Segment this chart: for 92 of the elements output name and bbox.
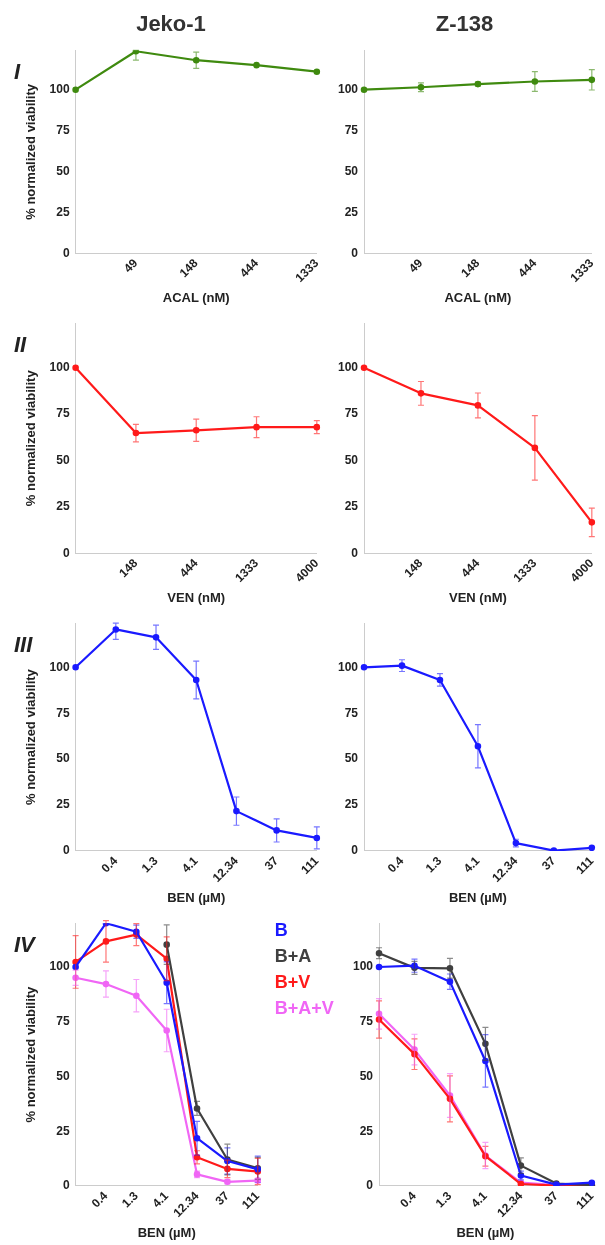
y-tick-label: 100	[49, 81, 70, 96]
x-tick-label: 148	[458, 255, 483, 281]
x-tick-label: 4.1	[460, 853, 483, 876]
y-tick-label: 75	[56, 406, 70, 421]
y-tick-label: 25	[344, 499, 359, 514]
y-tick-label: 25	[344, 797, 359, 812]
y-tick-label: 75	[344, 705, 359, 720]
x-tick-label: 148	[116, 555, 141, 581]
y-tick-label: 25	[56, 1123, 70, 1138]
y-tick-label: 50	[359, 1068, 374, 1083]
text: B	[274, 919, 288, 940]
x-tick-label: 37	[541, 1188, 562, 1208]
y-axis-title: % normalized viability	[23, 985, 39, 1123]
x-axis-title: ACAL (nM)	[444, 289, 512, 305]
y-tick-label: 0	[351, 843, 359, 858]
x-tick-label: 444	[515, 255, 540, 281]
y-tick-label: 100	[49, 659, 70, 674]
x-tick-label: 37	[261, 853, 282, 873]
x-tick-label: 111	[573, 1188, 597, 1212]
y-tick-label: 50	[56, 163, 70, 178]
x-tick-label: 1.3	[422, 853, 445, 876]
x-tick-label: 0.4	[384, 853, 407, 876]
x-tick-label: 444	[236, 255, 262, 281]
x-tick-label: 37	[538, 853, 559, 873]
y-tick-label: 0	[62, 545, 70, 560]
x-tick-label: 4.1	[468, 1188, 491, 1211]
x-tick-label: 148	[176, 255, 201, 281]
x-tick-label: 1.3	[432, 1188, 455, 1211]
y-tick-label: 100	[337, 81, 359, 96]
text: II	[14, 332, 28, 358]
y-tick-label: 75	[56, 1014, 70, 1029]
y-tick-label: 25	[344, 204, 359, 219]
y-tick-label: 75	[344, 406, 359, 421]
x-tick-label: 49	[121, 255, 141, 276]
text: B+A	[274, 945, 312, 966]
y-tick-label: 0	[62, 245, 70, 260]
x-tick-label: 111	[239, 1188, 263, 1212]
x-axis-title: BEN (µM)	[448, 889, 507, 905]
text: III	[14, 632, 34, 658]
x-tick-label: 1.3	[119, 1188, 142, 1211]
x-tick-label: 49	[406, 255, 426, 276]
y-tick-label: 50	[56, 452, 70, 467]
chart-title: Jeko-1	[136, 11, 206, 37]
y-tick-label: 25	[56, 499, 70, 514]
x-tick-label: 111	[298, 853, 322, 877]
x-axis-title: BEN (µM)	[137, 1224, 196, 1240]
y-tick-label: 50	[344, 452, 359, 467]
y-tick-label: 0	[366, 1178, 374, 1193]
y-tick-label: 25	[56, 797, 70, 812]
x-axis-title: BEN (µM)	[456, 1224, 515, 1240]
x-tick-label: 4.1	[178, 853, 201, 876]
y-tick-label: 75	[344, 122, 359, 137]
x-tick-label: 0.4	[98, 853, 121, 876]
y-tick-label: 0	[351, 245, 359, 260]
text: B+A+V	[274, 997, 334, 1018]
y-axis-title: % normalized viability	[23, 83, 39, 220]
y-tick-label: 100	[337, 659, 359, 674]
y-tick-label: 50	[56, 1068, 70, 1083]
y-tick-label: 100	[352, 959, 374, 974]
y-tick-label: 0	[351, 545, 359, 560]
y-tick-label: 0	[62, 843, 70, 858]
x-tick-label: 444	[176, 555, 201, 581]
y-axis-title: % normalized viability	[23, 668, 39, 806]
y-tick-label: 75	[56, 122, 70, 137]
text: IV	[14, 932, 38, 958]
y-tick-label: 25	[359, 1123, 374, 1138]
x-tick-label: 148	[401, 555, 426, 581]
y-tick-label: 100	[49, 360, 70, 375]
y-tick-label: 100	[337, 360, 359, 375]
y-tick-label: 0	[62, 1178, 70, 1193]
x-tick-label: 4.1	[149, 1188, 172, 1211]
x-tick-label: 1.3	[138, 853, 161, 876]
y-tick-label: 50	[344, 751, 359, 766]
x-axis-title: ACAL (nM)	[162, 289, 230, 305]
x-tick-label: 0.4	[397, 1188, 420, 1211]
y-tick-label: 75	[56, 705, 70, 720]
text: I	[14, 59, 21, 85]
x-axis-title: BEN (µM)	[167, 889, 226, 905]
text: B+V	[274, 971, 311, 992]
x-tick-label: 37	[212, 1188, 233, 1208]
y-tick-label: 75	[359, 1014, 374, 1029]
chart-title: Z-138	[435, 11, 494, 37]
x-tick-label: 111	[573, 853, 597, 877]
y-tick-label: 50	[56, 751, 70, 766]
x-axis-title: VEN (nM)	[449, 589, 507, 605]
x-axis-title: VEN (nM)	[167, 589, 226, 605]
y-tick-label: 50	[344, 163, 359, 178]
x-tick-label: 0.4	[88, 1188, 111, 1211]
y-tick-label: 100	[49, 959, 70, 974]
x-tick-label: 444	[458, 555, 483, 581]
y-axis-title: % normalized viability	[23, 369, 39, 507]
y-tick-label: 25	[56, 204, 70, 219]
